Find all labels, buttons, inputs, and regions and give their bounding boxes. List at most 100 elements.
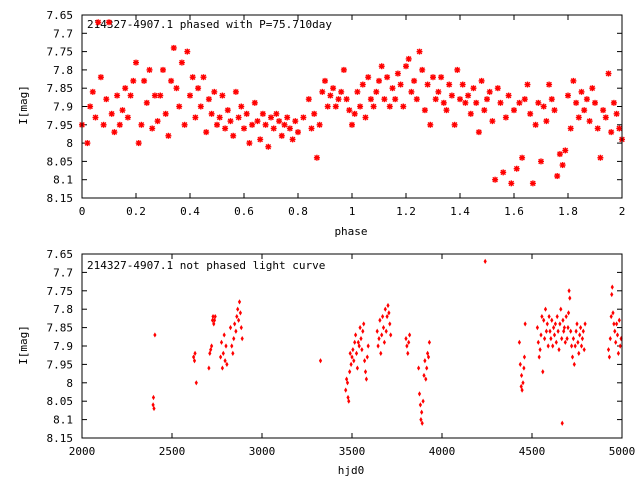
data-point	[413, 96, 420, 103]
data-point	[243, 110, 250, 117]
data-point	[521, 96, 528, 103]
data-point	[119, 107, 126, 114]
data-point	[392, 96, 399, 103]
data-point	[382, 339, 386, 345]
data-point	[546, 343, 550, 349]
data-point	[478, 77, 485, 84]
data-point	[519, 372, 524, 379]
data-point	[465, 92, 472, 99]
phased-chart-title: 214327-4907.1 phased with P=75.710day	[87, 18, 332, 31]
data-point	[249, 121, 256, 128]
data-point	[135, 140, 142, 147]
data-point	[542, 317, 546, 323]
phased-y-axis-label: I[mag]	[17, 85, 30, 125]
data-point	[523, 321, 527, 327]
data-point	[363, 369, 368, 375]
data-point	[579, 343, 584, 349]
data-point	[386, 103, 393, 110]
data-point	[340, 66, 347, 73]
data-point	[224, 343, 228, 349]
data-point	[236, 306, 240, 312]
data-point	[170, 44, 177, 51]
data-point	[578, 332, 582, 338]
data-point	[384, 74, 391, 81]
data-point	[538, 347, 542, 353]
phased-y-tick-label: 7.75	[47, 46, 74, 59]
data-point	[537, 354, 541, 360]
data-point	[427, 121, 434, 128]
data-point	[257, 136, 264, 143]
data-point	[273, 110, 280, 117]
data-point	[562, 328, 566, 334]
phased-x-tick-label: 0.8	[288, 205, 308, 218]
data-point	[532, 121, 539, 128]
data-point	[387, 310, 391, 316]
data-point	[486, 88, 493, 95]
data-point	[483, 258, 487, 264]
data-point	[617, 317, 621, 323]
data-point	[569, 328, 573, 334]
data-point	[559, 306, 563, 312]
data-point	[419, 66, 426, 73]
unphased-x-tick-label: 4000	[429, 445, 456, 458]
data-point	[383, 306, 387, 312]
data-point	[111, 129, 118, 136]
data-point	[517, 339, 521, 345]
data-point	[513, 165, 520, 172]
data-point	[162, 110, 169, 117]
data-point	[367, 96, 374, 103]
data-point	[222, 125, 229, 132]
unphased-y-tick-label: 8	[66, 377, 73, 390]
data-point	[568, 295, 572, 301]
data-point	[470, 85, 477, 92]
data-point	[494, 85, 501, 92]
data-point	[262, 121, 269, 128]
data-point	[497, 99, 504, 106]
data-point	[154, 118, 161, 125]
data-point	[192, 114, 199, 121]
data-point	[235, 114, 242, 121]
data-point	[543, 306, 548, 312]
data-point	[380, 332, 384, 338]
data-point	[254, 118, 261, 125]
data-point	[238, 310, 242, 316]
data-point	[600, 107, 607, 114]
data-point	[228, 325, 233, 331]
data-point	[212, 321, 216, 327]
data-point	[589, 85, 596, 92]
data-point	[230, 132, 237, 139]
data-point	[386, 302, 390, 309]
data-point	[558, 321, 562, 327]
data-point	[378, 63, 385, 70]
phased-y-tick-label: 7.9	[53, 101, 73, 114]
data-point	[561, 317, 565, 323]
data-point	[556, 151, 563, 158]
data-point	[181, 121, 188, 128]
data-point	[357, 103, 364, 110]
phased-x-tick-label: 2	[619, 205, 626, 218]
unphased-y-tick-label: 8.1	[53, 414, 73, 427]
data-point	[207, 365, 211, 371]
data-point	[582, 347, 586, 353]
data-point	[365, 74, 372, 81]
data-point	[343, 96, 350, 103]
data-point	[346, 107, 353, 114]
data-point	[138, 121, 145, 128]
data-point	[284, 114, 291, 121]
data-point	[580, 336, 584, 342]
data-point	[411, 77, 418, 84]
data-point	[575, 114, 582, 121]
data-point	[227, 118, 234, 125]
data-point	[193, 350, 197, 356]
data-point	[416, 48, 423, 55]
data-point	[425, 365, 429, 371]
data-point	[578, 88, 585, 95]
data-point	[358, 325, 362, 331]
data-point	[426, 350, 430, 356]
data-point	[408, 88, 415, 95]
data-point	[574, 328, 578, 334]
data-point	[404, 336, 408, 342]
data-point	[89, 88, 96, 95]
phased-y-tick-label: 8.1	[53, 174, 73, 187]
